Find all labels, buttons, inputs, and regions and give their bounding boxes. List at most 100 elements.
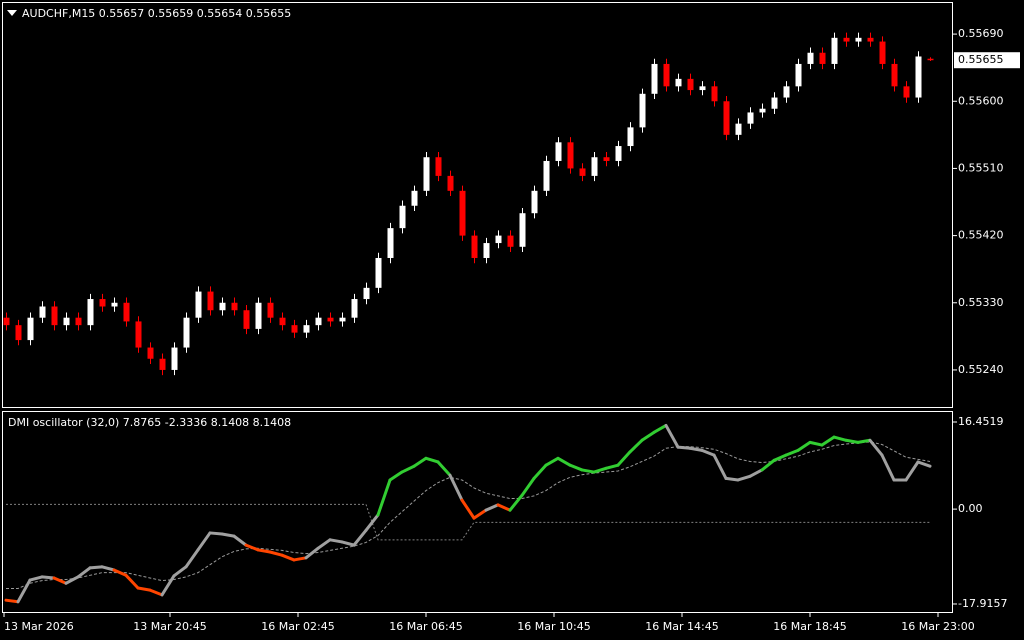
y-tick-label: 0.55600	[958, 94, 1004, 107]
candle-body	[651, 63, 658, 94]
candle-body	[471, 235, 478, 258]
candle-body	[531, 190, 538, 214]
candle-body	[711, 86, 718, 102]
oscillator-segment	[688, 446, 704, 452]
oscillator-segment	[484, 503, 500, 512]
oscillator-segment	[412, 456, 428, 468]
candle-body	[51, 306, 58, 326]
oscillator-segment	[100, 565, 116, 572]
candle-body	[255, 302, 262, 329]
oscillator-segment	[628, 438, 644, 454]
oscillator-segment	[268, 550, 284, 557]
oscillator-segment	[340, 540, 356, 547]
last-price-label: 0.55655	[958, 53, 1004, 66]
oscillator-segment	[388, 470, 404, 482]
candle-body	[855, 37, 862, 42]
x-tick-label: 16 Mar 06:45	[389, 620, 462, 633]
oscillator-segment	[88, 565, 104, 570]
oscillator-segment	[136, 586, 152, 592]
oscillator-segment	[172, 565, 188, 578]
candle-body	[903, 86, 910, 98]
oscillator-segment	[208, 531, 224, 536]
oscillator-segment	[856, 438, 872, 444]
candle-body	[291, 325, 298, 333]
candle-body	[819, 52, 826, 64]
oscillator-segment	[532, 463, 548, 480]
candle-body	[927, 58, 934, 61]
oscillator-segment	[448, 473, 464, 502]
y-tick-label: 16.4519	[958, 415, 1004, 428]
oscillator-segment	[472, 508, 488, 520]
candle-body	[339, 317, 346, 322]
x-tick-label: 13 Mar 20:45	[133, 620, 206, 633]
candle-body	[519, 213, 526, 247]
oscillator-segment	[604, 463, 620, 470]
candle-body	[387, 228, 394, 258]
candle-body	[495, 235, 502, 244]
candle-body	[39, 306, 46, 318]
candle-body	[183, 317, 190, 348]
candle-body	[747, 112, 754, 124]
candle-body	[447, 175, 454, 191]
candle-body	[279, 317, 286, 326]
oscillator-segment	[508, 493, 524, 512]
menu-triangle[interactable]	[7, 10, 17, 16]
oscillator-segment	[592, 466, 608, 474]
oscillator-segment	[4, 598, 20, 604]
candle-body	[555, 142, 562, 161]
candle-body	[27, 317, 34, 341]
candle-body	[63, 317, 70, 326]
oscillator-segment	[460, 498, 476, 520]
y-tick-label: 0.55510	[958, 161, 1004, 174]
oscillator-segment	[796, 440, 812, 452]
y-tick-label: 0.55330	[958, 296, 1004, 309]
oscillator-segment	[304, 546, 320, 560]
candle-body	[435, 157, 442, 176]
candle-body	[123, 302, 130, 322]
candle-body	[627, 127, 634, 147]
candle-body	[423, 157, 430, 191]
y-tick-label: 0.55420	[958, 229, 1004, 242]
y-tick-label: 0.55690	[958, 27, 1004, 40]
candle-body	[891, 63, 898, 87]
candle-body	[663, 63, 670, 87]
candle-body	[543, 160, 550, 191]
candle-body	[171, 347, 178, 370]
oscillator-segment	[496, 503, 512, 512]
candle-body	[579, 168, 586, 176]
oscillator-segment	[676, 445, 692, 450]
oscillator-segment	[652, 423, 668, 434]
oscillator-segment	[580, 468, 596, 474]
candle-body	[603, 157, 610, 161]
x-tick-label: 16 Mar 14:45	[645, 620, 718, 633]
oscillator-segment	[124, 573, 140, 590]
candle-body	[399, 205, 406, 229]
x-tick-label: 16 Mar 23:00	[901, 620, 974, 633]
candle-body	[207, 291, 214, 311]
candle-body	[111, 302, 118, 307]
oscillator-segment	[220, 532, 236, 538]
candle-body	[567, 142, 574, 169]
oscillator-segment	[700, 448, 716, 457]
oscillator-segment	[76, 566, 92, 579]
oscillator-segment	[28, 575, 44, 582]
candle-body	[831, 37, 838, 64]
price-panel	[2, 2, 953, 408]
oscillator-segment	[904, 460, 920, 482]
y-tick-label: 0.55240	[958, 363, 1004, 376]
oscillator-segment	[868, 438, 884, 457]
candle-body	[315, 317, 322, 326]
oscillator-segment	[748, 468, 764, 478]
oscillator-segment	[556, 456, 572, 467]
candle-body	[507, 235, 514, 247]
candle-body	[99, 299, 106, 307]
oscillator-segment	[808, 440, 824, 447]
y-tick-label: 0.00	[958, 502, 983, 515]
oscillator-segment	[424, 456, 440, 464]
candle-body	[135, 321, 142, 348]
candle-body	[591, 157, 598, 176]
x-tick-label: 16 Mar 10:45	[517, 620, 590, 633]
oscillator-segment	[244, 543, 260, 552]
oscillator-segment	[64, 575, 80, 585]
